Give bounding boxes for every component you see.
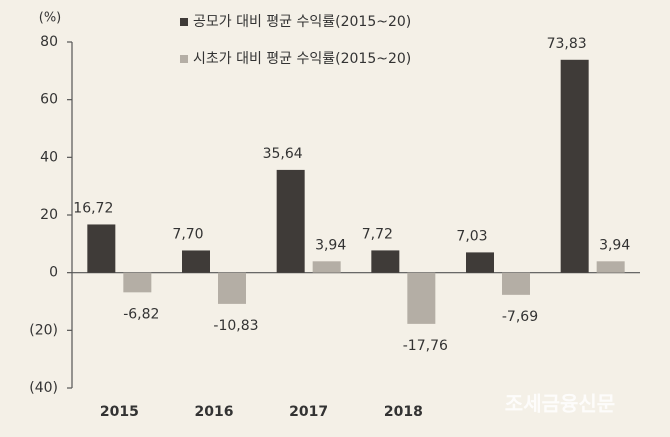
x-tick-label: 2017	[289, 404, 328, 420]
x-tick-label: 2018	[384, 404, 423, 420]
value-label: 3,94	[599, 237, 630, 253]
bar	[502, 272, 530, 295]
bar	[466, 252, 494, 273]
value-label: -17,76	[403, 338, 448, 354]
y-tick-label: 60	[40, 92, 58, 108]
y-unit: (%)	[39, 11, 62, 26]
y-tick-label: 40	[40, 149, 58, 165]
bar	[371, 250, 400, 273]
legend-swatch	[180, 55, 188, 63]
y-tick-label: 20	[40, 207, 58, 223]
bar	[312, 261, 341, 273]
value-label: 16,72	[73, 200, 113, 216]
bar	[182, 250, 210, 273]
bar	[276, 169, 305, 273]
bar	[87, 224, 116, 273]
legend-label: 공모가 대비 평균 수익률(2015~20)	[193, 14, 411, 30]
value-label: -6,82	[123, 306, 159, 322]
watermark: 조세금융신문	[505, 392, 615, 416]
y-tick-label: (20)	[29, 322, 58, 338]
value-label: 3,94	[315, 237, 346, 253]
legend-label: 시초가 대비 평균 수익률(2015~20)	[193, 51, 411, 67]
y-tick-label: 80	[40, 34, 58, 50]
value-label: 7,72	[362, 226, 393, 242]
value-label: -7,69	[502, 309, 538, 325]
bar	[560, 59, 589, 273]
y-tick-label: 0	[49, 265, 58, 281]
value-label: 73,83	[547, 36, 587, 52]
bar	[123, 272, 152, 293]
legend-swatch	[180, 18, 188, 26]
value-label: 7,70	[172, 226, 203, 242]
x-tick-label: 2016	[195, 404, 234, 420]
value-label: 7,03	[456, 228, 487, 244]
bar	[596, 261, 625, 273]
value-label: -10,83	[213, 318, 258, 334]
bar	[407, 272, 436, 324]
y-tick-label: (40)	[29, 380, 58, 396]
value-label: 35,64	[263, 146, 303, 162]
bar	[218, 272, 246, 304]
x-tick-label: 2015	[100, 404, 139, 420]
